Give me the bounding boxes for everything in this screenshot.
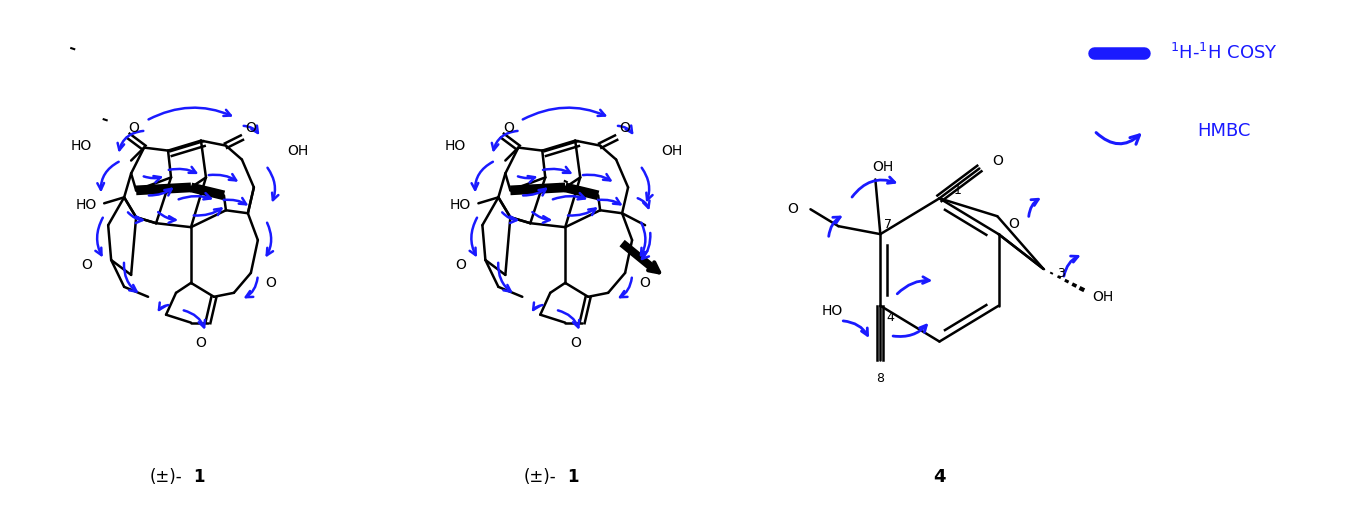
Text: O: O (195, 336, 206, 350)
Text: OH: OH (873, 160, 894, 174)
Text: O: O (129, 121, 140, 135)
Text: 8: 8 (877, 372, 885, 385)
Text: O: O (81, 258, 92, 272)
Text: O: O (502, 121, 513, 135)
Text: O: O (620, 121, 630, 135)
Text: O: O (640, 276, 651, 290)
Text: 7: 7 (885, 217, 892, 230)
Text: 1: 1 (193, 468, 205, 486)
Text: 3: 3 (1057, 267, 1065, 280)
Text: 1: 1 (954, 184, 962, 197)
Text: HO: HO (75, 198, 97, 212)
Text: OH: OH (661, 144, 683, 158)
Text: O: O (245, 121, 256, 135)
Text: 4: 4 (933, 468, 946, 486)
Text: $^{1}$H-$^{1}$H COSY: $^{1}$H-$^{1}$H COSY (1171, 43, 1278, 63)
Text: O: O (787, 202, 797, 216)
Text: HMBC: HMBC (1197, 121, 1250, 140)
Text: O: O (1008, 217, 1018, 231)
Text: OH: OH (287, 144, 308, 158)
Text: OH: OH (1092, 290, 1114, 304)
Text: HO: HO (450, 198, 471, 212)
Text: O: O (991, 154, 1002, 168)
Text: (±)-: (±)- (150, 468, 182, 486)
Text: O: O (265, 276, 276, 290)
Text: 4: 4 (886, 311, 894, 324)
Text: HO: HO (822, 304, 843, 318)
Text: O: O (455, 258, 466, 272)
Text: HO: HO (445, 139, 466, 153)
Text: 1: 1 (567, 468, 579, 486)
Text: (±)-: (±)- (524, 468, 556, 486)
Text: O: O (570, 336, 581, 350)
Text: HO: HO (70, 139, 92, 153)
